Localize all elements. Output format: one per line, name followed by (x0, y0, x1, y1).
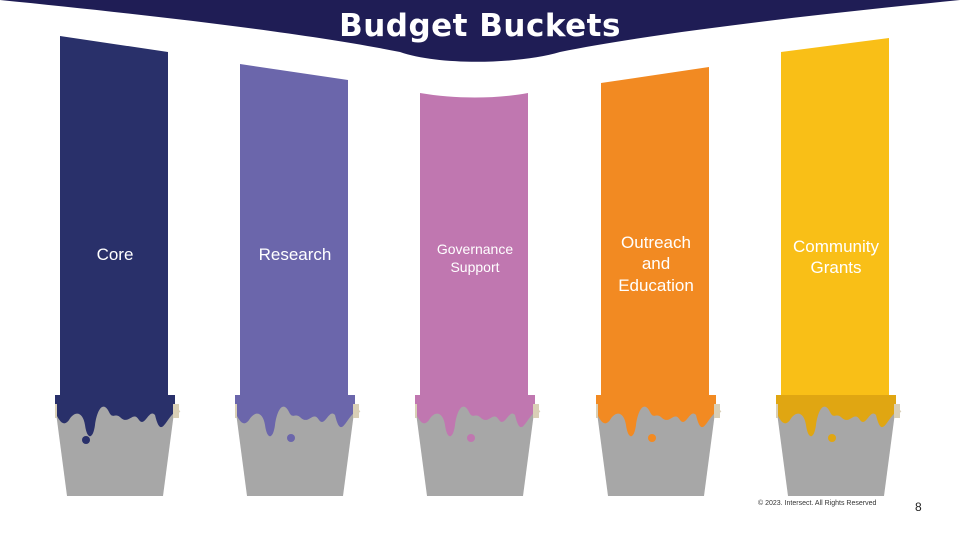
paint-bucket-core-graphic (55, 36, 181, 496)
bucket-outreach-education: Outreach and Education (596, 0, 722, 540)
paint-bucket-community-graphic (776, 38, 902, 496)
bucket-research: Research (235, 0, 361, 540)
paint-bucket-governance-graphic (415, 93, 541, 496)
bucket-label-core: Core (96, 245, 134, 264)
bucket-label-research: Research (258, 245, 332, 264)
bucket-community-grants: Community Grants (776, 0, 902, 540)
paint-bucket-outreach-graphic (596, 67, 722, 496)
bucket-core: Core (55, 0, 181, 540)
page-title: Budget Buckets (339, 8, 621, 44)
title-banner (0, 0, 960, 62)
copyright-footer: © 2023. Intersect. All Rights Reserved (758, 500, 877, 507)
bucket-governance-support: Governance Support (415, 0, 541, 540)
page-number: 8 (915, 500, 922, 514)
paint-bucket-research-graphic (235, 64, 361, 496)
bucket-label-governance-support: Governance Support (436, 241, 514, 275)
bucket-label-outreach-education: Outreach and Education (618, 233, 694, 295)
bucket-label-community-grants: Community Grants (793, 237, 879, 278)
